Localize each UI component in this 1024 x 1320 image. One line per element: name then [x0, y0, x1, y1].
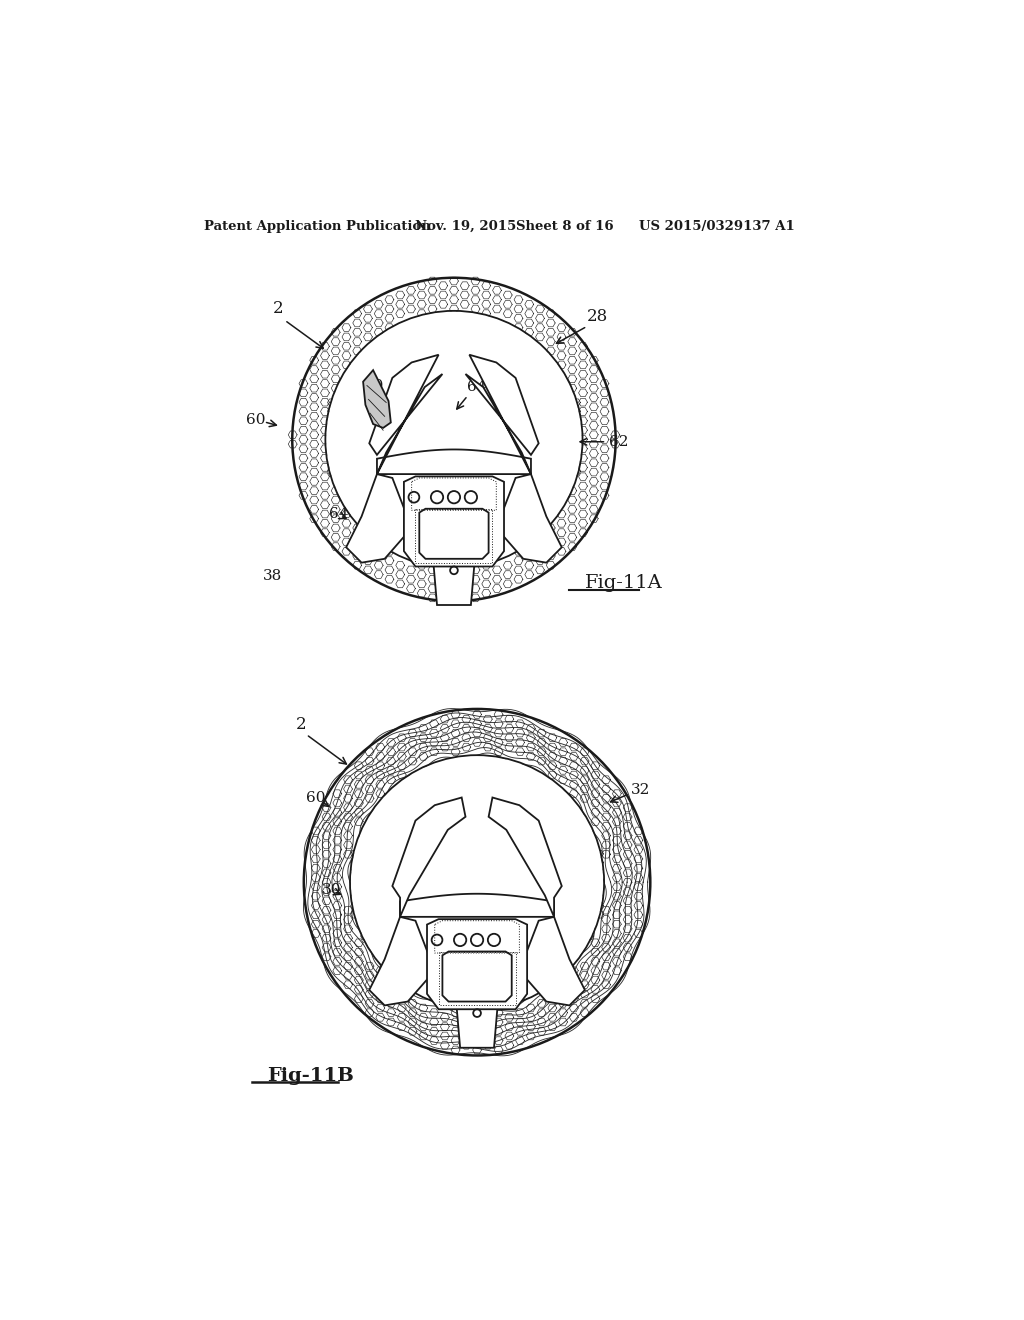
Polygon shape: [466, 355, 539, 474]
Polygon shape: [497, 474, 562, 562]
Polygon shape: [488, 797, 562, 917]
Text: 60: 60: [306, 791, 326, 804]
Circle shape: [326, 312, 582, 568]
Polygon shape: [346, 474, 412, 562]
Text: 64: 64: [330, 507, 349, 521]
Text: 30: 30: [322, 883, 341, 896]
Circle shape: [292, 277, 615, 601]
Text: 80: 80: [364, 379, 383, 392]
Polygon shape: [364, 370, 391, 428]
Polygon shape: [392, 797, 466, 917]
Polygon shape: [432, 552, 475, 605]
Polygon shape: [370, 355, 442, 474]
Polygon shape: [519, 917, 585, 1006]
Text: 28: 28: [587, 308, 608, 325]
Text: Sheet 8 of 16: Sheet 8 of 16: [515, 219, 613, 232]
Text: Patent Application Publication: Patent Application Publication: [204, 219, 430, 232]
Text: 64: 64: [467, 380, 486, 395]
Polygon shape: [400, 894, 554, 917]
Polygon shape: [427, 919, 527, 1010]
Text: 38: 38: [263, 569, 283, 582]
Text: 60: 60: [246, 413, 265, 428]
Text: 62: 62: [609, 434, 629, 449]
Circle shape: [351, 756, 603, 1008]
Polygon shape: [456, 994, 499, 1048]
Text: Nov. 19, 2015: Nov. 19, 2015: [416, 219, 517, 232]
Text: Fig-11A: Fig-11A: [585, 574, 663, 593]
Polygon shape: [377, 450, 531, 474]
Text: Fig-11B: Fig-11B: [267, 1068, 354, 1085]
Polygon shape: [403, 477, 504, 566]
Text: 2: 2: [296, 715, 307, 733]
Text: US 2015/0329137 A1: US 2015/0329137 A1: [639, 219, 795, 232]
Polygon shape: [370, 917, 435, 1006]
Text: 2: 2: [273, 300, 284, 317]
Circle shape: [304, 709, 650, 1056]
Text: 32: 32: [631, 783, 650, 797]
